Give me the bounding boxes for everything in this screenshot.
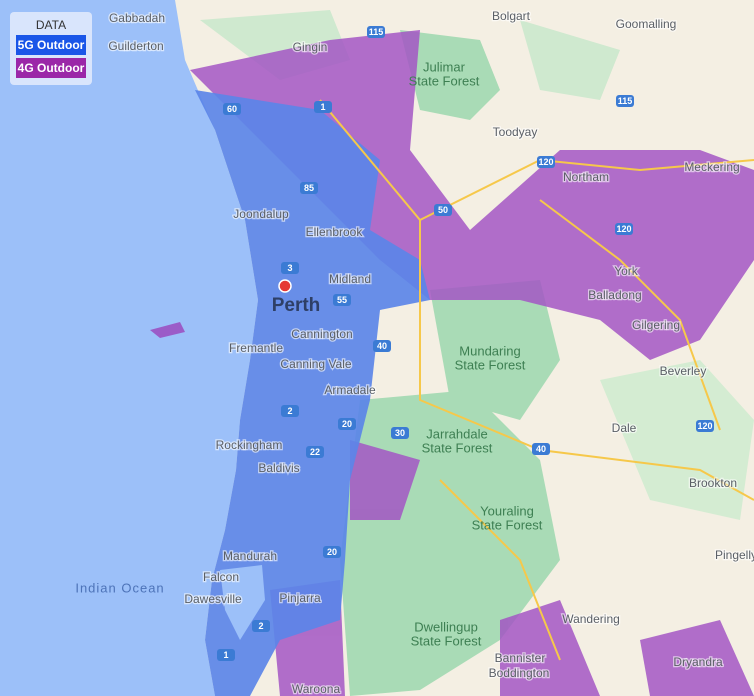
place-label: Balladong [588, 288, 641, 302]
place-label: Wandering [562, 612, 620, 626]
forest-label: Youraling [480, 503, 534, 518]
city-label: Perth [272, 295, 321, 316]
legend-title: DATA [35, 18, 67, 32]
place-label: Fremantle [229, 341, 283, 355]
road-shield [333, 294, 351, 306]
road-shield [696, 420, 714, 432]
place-label: Goomalling [616, 17, 677, 31]
place-label: Bolgart [492, 9, 531, 23]
forest-label: Julimar [423, 59, 466, 74]
place-label: Falcon [203, 570, 239, 584]
road-shield [391, 427, 409, 439]
place-label: Dawesville [184, 592, 242, 606]
forest-label: State Forest [422, 440, 493, 455]
road-number: 115 [369, 27, 384, 37]
road-number: 20 [327, 547, 337, 557]
place-label: Beverley [660, 364, 707, 378]
road-number: 120 [616, 224, 631, 234]
forest-label: Jarrahdale [426, 426, 487, 441]
legend-item[interactable]: 4G Outdoor [16, 58, 86, 78]
place-label: Bannister [495, 651, 546, 665]
road-shield [323, 546, 341, 558]
place-label: Ellenbrook [306, 225, 364, 239]
road-number: 3 [287, 263, 292, 273]
place-label: Pingelly [715, 548, 754, 562]
place-label: Northam [563, 170, 609, 184]
road-number: 85 [304, 183, 314, 193]
road-number: 2 [287, 406, 292, 416]
place-label: Brookton [689, 476, 737, 490]
ocean [0, 0, 258, 696]
road-shield [434, 204, 452, 216]
coverage-5g [195, 90, 430, 696]
place-label: Rockingham [216, 438, 283, 452]
place-label: York [614, 264, 639, 278]
road-shield [537, 156, 555, 168]
road-shield [300, 182, 318, 194]
place-label: Gilgering [632, 318, 680, 332]
place-label: Joondalup [233, 207, 289, 221]
road-number: 1 [223, 650, 228, 660]
road-shield [314, 101, 332, 113]
place-label: Guilderton [108, 39, 163, 53]
location-pin [278, 279, 292, 293]
place-label: Boddington [489, 666, 550, 680]
road-shield [252, 620, 270, 632]
place-label: Canning Vale [280, 357, 351, 371]
road-number: 1 [320, 102, 325, 112]
place-label: Meckering [684, 160, 739, 174]
forest-label: Mundaring [459, 343, 520, 358]
forest-label: State Forest [472, 517, 543, 532]
road-number: 20 [342, 419, 352, 429]
road-number: 120 [538, 157, 553, 167]
legend: DATA 5G Outdoor 4G Outdoor [10, 12, 92, 85]
road-shield [373, 340, 391, 352]
forest-label: State Forest [455, 357, 526, 372]
legend-item[interactable]: 5G Outdoor [16, 35, 86, 55]
place-label: Baldivis [258, 461, 299, 475]
road-shield [532, 443, 550, 455]
road-number: 40 [536, 444, 546, 454]
road-number: 2 [258, 621, 263, 631]
place-label: Dryandra [673, 655, 723, 669]
island [150, 322, 185, 338]
place-label: Dale [612, 421, 637, 435]
place-label: Pinjarra [279, 591, 321, 605]
place-label: Mandurah [223, 549, 277, 563]
road-shield [281, 405, 299, 417]
place-label: Midland [329, 272, 371, 286]
place-label: Armadale [324, 383, 376, 397]
road-shield [616, 95, 634, 107]
place-label: Toodyay [493, 125, 538, 139]
estuary [220, 565, 265, 640]
road-shield [615, 223, 633, 235]
road-number: 22 [310, 447, 320, 457]
road-number: 115 [618, 96, 633, 106]
road-shield [367, 26, 385, 38]
road-number: 60 [227, 104, 237, 114]
road-shield [306, 446, 324, 458]
forest-label: State Forest [409, 73, 480, 88]
road-number: 50 [438, 205, 448, 215]
road-number: 55 [337, 295, 347, 305]
road-shield [281, 262, 299, 274]
place-label: Cannington [291, 327, 352, 341]
road-shield [338, 418, 356, 430]
place-label: Waroona [292, 682, 341, 696]
road-shield [217, 649, 235, 661]
water-label: Indian Ocean [75, 580, 164, 595]
forest-label: Dwellingup [414, 619, 478, 634]
place-label: Gingin [293, 40, 328, 54]
road-number: 30 [395, 428, 405, 438]
road-number: 120 [697, 421, 712, 431]
forest-label: State Forest [411, 633, 482, 648]
road-shield [223, 103, 241, 115]
road-number: 40 [377, 341, 387, 351]
place-label: Gabbadah [109, 11, 165, 25]
